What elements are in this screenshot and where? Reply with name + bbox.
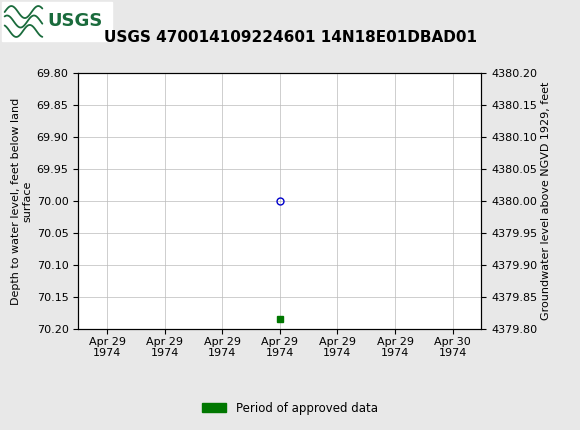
Text: USGS 470014109224601 14N18E01DBAD01: USGS 470014109224601 14N18E01DBAD01 bbox=[103, 30, 477, 45]
Y-axis label: Depth to water level, feet below land
surface: Depth to water level, feet below land su… bbox=[11, 98, 32, 304]
Bar bbox=[2, 2, 112, 41]
Text: USGS: USGS bbox=[48, 12, 103, 31]
Y-axis label: Groundwater level above NGVD 1929, feet: Groundwater level above NGVD 1929, feet bbox=[541, 82, 552, 320]
Legend: Period of approved data: Period of approved data bbox=[198, 397, 382, 420]
